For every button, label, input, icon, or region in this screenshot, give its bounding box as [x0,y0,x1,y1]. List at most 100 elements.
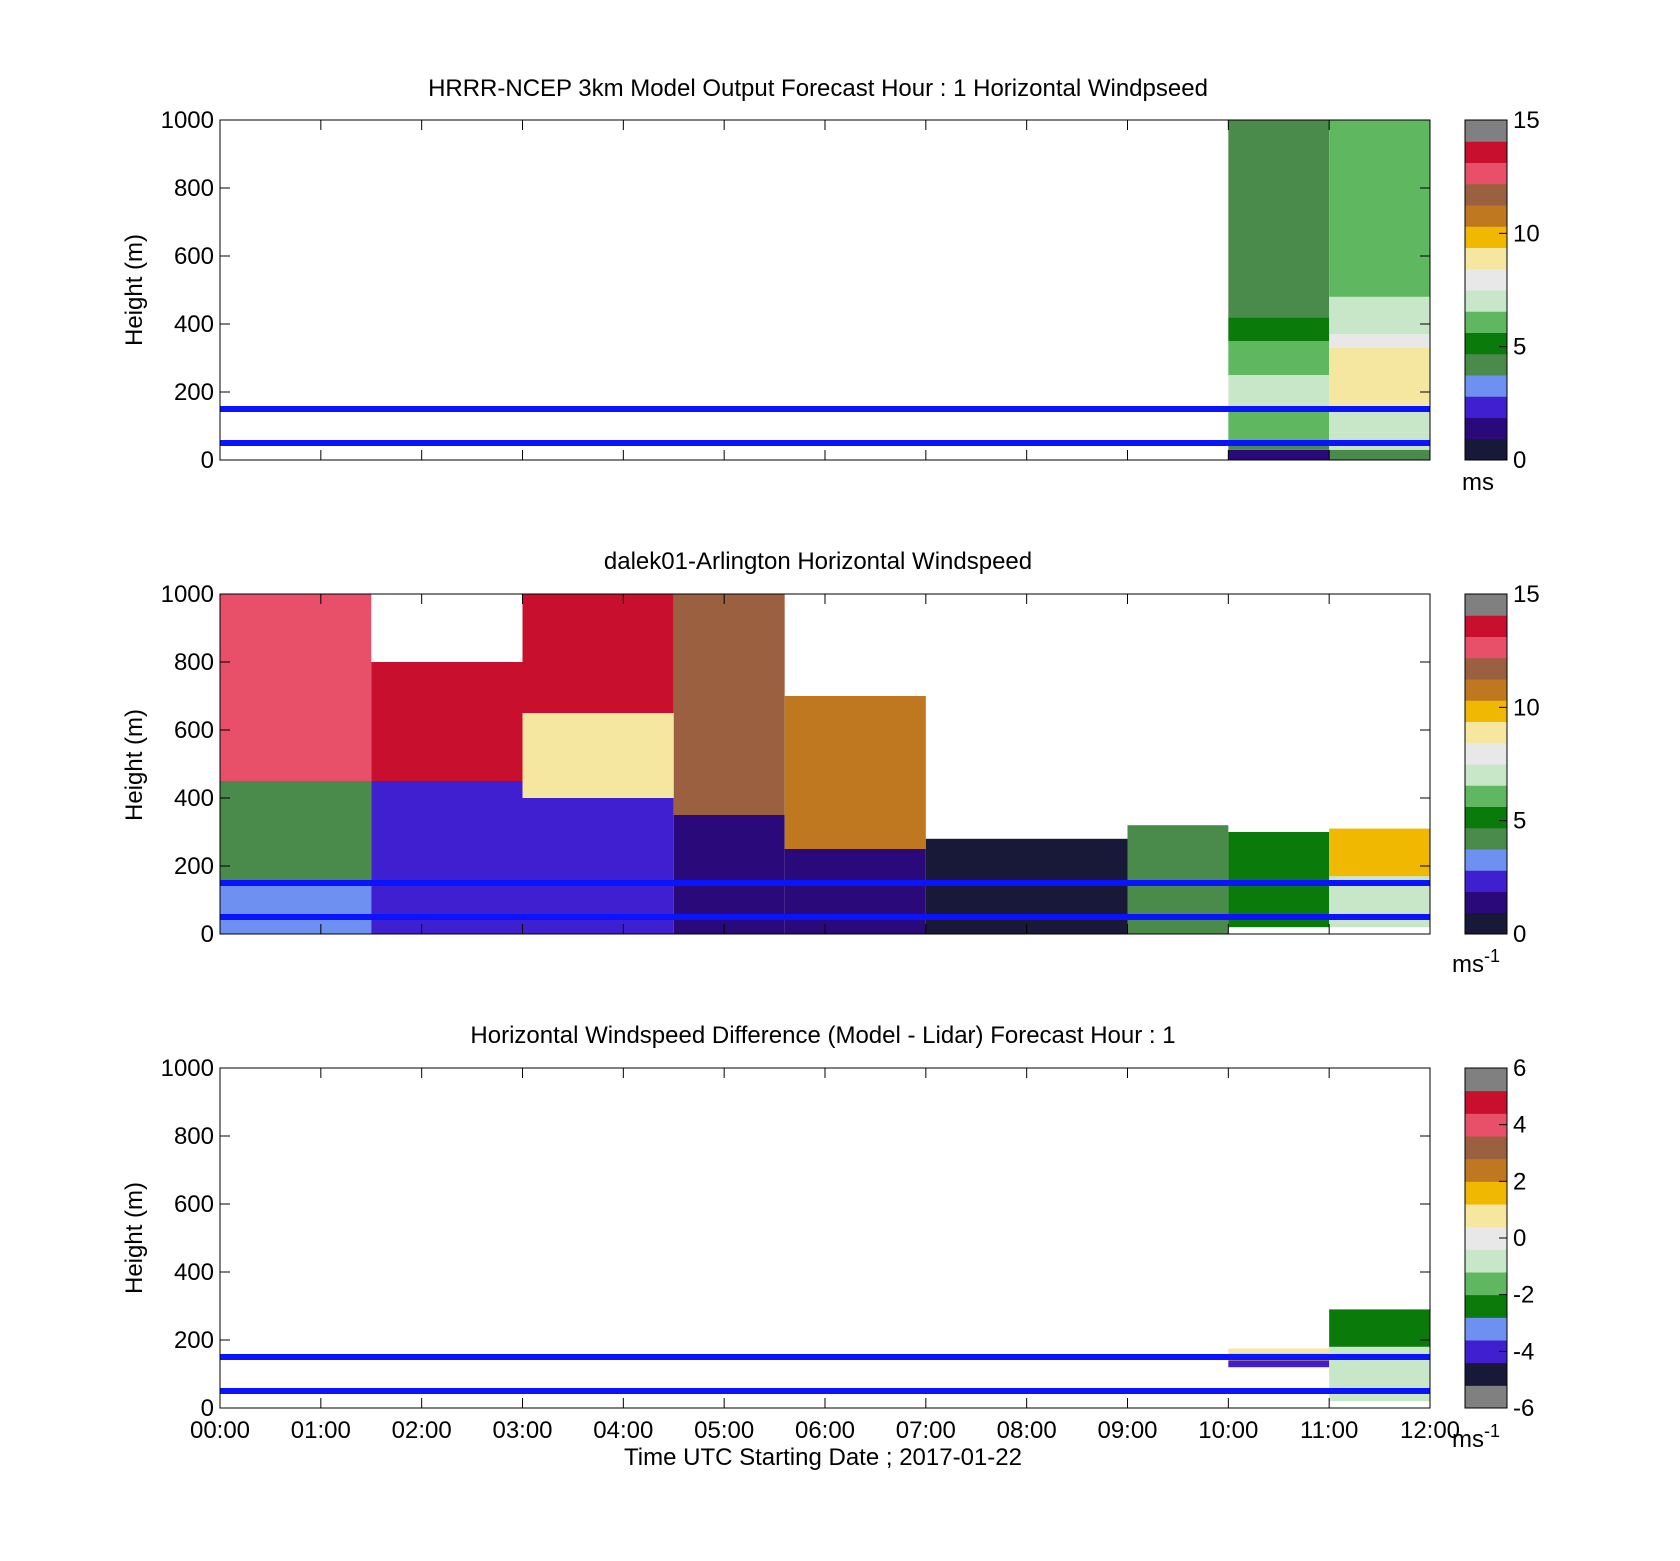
y-tick-label: 800 [174,175,214,202]
colorbar-tick-label: 6 [1513,1055,1526,1082]
heatmap-cell [522,798,674,934]
colorbar-segment [1465,849,1507,871]
colorbar-segment [1465,700,1507,722]
colorbar-tick-label: 10 [1513,220,1540,247]
y-tick-label: 400 [174,1259,214,1286]
colorbar-segment [1465,1385,1507,1409]
colorbar-segment [1465,120,1507,142]
colorbar-segment [1465,332,1507,355]
heatmap-cell [371,662,523,781]
colorbar-frame [1464,119,1508,461]
x-tick-label: 10:00 [1198,1417,1258,1444]
colorbar-unit: ms [1462,469,1494,496]
x-tick-label: 01:00 [291,1417,351,1444]
colorbar-segment [1465,1317,1507,1341]
panel-title: HRRR-NCEP 3km Model Output Forecast Hour… [428,75,1208,102]
colorbar-segment [1465,870,1507,892]
colorbar-segment [1465,1158,1507,1182]
y-tick-label: 400 [174,785,214,812]
y-tick-label: 600 [174,243,214,270]
colorbar-segment [1465,1272,1507,1296]
colorbar-tick-label: 15 [1513,107,1540,134]
heatmap-cell [220,781,372,883]
x-tick-label: 05:00 [694,1417,754,1444]
colorbar-segment [1465,615,1507,637]
colorbar-segment [1465,396,1507,418]
y-tick-label: 0 [201,1395,214,1422]
x-tick-label: 11:00 [1300,1417,1358,1444]
y-tick-label: 600 [174,1191,214,1218]
y-axis-label: Height (m) [121,1182,148,1294]
colorbar-tick-label: 0 [1513,921,1526,948]
colorbar-segment [1465,785,1507,807]
colorbar-tick-label: -2 [1513,1282,1534,1309]
model-windspeed-panel: HRRR-NCEP 3km Model Output Forecast Hour… [121,75,1540,496]
x-tick-label: 04:00 [593,1417,653,1444]
heatmap-cell [1329,347,1430,358]
heatmap-cell [1228,409,1330,443]
colorbar-segment [1465,375,1507,397]
colorbar-tick-label: 4 [1513,1112,1526,1139]
heatmap-cell [1228,449,1330,460]
heatmap-cell [673,594,785,815]
colorbar-tick-label: -6 [1513,1395,1534,1422]
y-tick-label: 200 [174,379,214,406]
heatmap-cell [1228,120,1330,318]
colorbar-segment [1465,764,1507,786]
heatmap-cell [1228,1360,1330,1368]
colorbar-segment [1465,183,1507,206]
y-tick-label: 400 [174,311,214,338]
heatmap-cell [1329,449,1430,460]
colorbar-tick-label: 2 [1513,1168,1526,1195]
colorbar-tick-label: -4 [1513,1338,1534,1365]
colorbar-segment [1465,162,1507,185]
colorbar-segment [1465,594,1507,616]
colorbar-segment [1465,742,1507,765]
heatmap-cell [1228,317,1330,341]
x-tick-label: 08:00 [997,1417,1057,1444]
colorbar-segment [1465,721,1507,744]
colorbar-frame [1464,593,1508,935]
y-tick-label: 0 [201,921,214,948]
colorbar-segment [1465,141,1507,163]
heatmap-cell [784,696,926,849]
colorbar-segment [1465,806,1507,829]
colorbar-segment [1465,247,1507,270]
x-tick-label: 07:00 [896,1417,956,1444]
heatmap-cell [522,713,674,798]
y-tick-label: 800 [174,1123,214,1150]
colorbar-unit: ms-1 [1452,946,1500,978]
heatmap-cell [1329,334,1430,348]
lidar-windspeed-panel: dalek01-Arlington Horizontal Windspeed H… [121,548,1540,978]
x-tick-label: 06:00 [795,1417,855,1444]
y-axis-label: Height (m) [121,234,148,346]
y-tick-label: 200 [174,1327,214,1354]
heatmap-cell [1329,1309,1430,1347]
heatmap-cell [1329,1394,1430,1402]
colorbar-segment [1465,1204,1507,1228]
heatmap-cell [1228,341,1330,375]
colorbar-tick-label: 10 [1513,694,1540,721]
colorbar-segment [1465,657,1507,680]
y-tick-label: 200 [174,853,214,880]
x-axis-label: Time UTC Starting Date ; 2017-01-22 [624,1444,1022,1471]
colorbar-segment [1465,1294,1507,1318]
y-tick-label: 1000 [161,581,214,608]
heatmap-cell [522,594,674,713]
y-axis-label: Height (m) [121,709,148,821]
heatmap-cell [1329,358,1430,409]
colorbar-segment [1465,1362,1507,1386]
difference-panel: Horizontal Windspeed Difference (Model -… [121,1022,1534,1471]
colorbar-tick-label: 5 [1513,334,1526,361]
heatmap-cell [1329,120,1430,297]
colorbar-tick-label: 0 [1513,447,1526,474]
colorbar-tick-label: 15 [1513,581,1540,608]
heatmap-cell [1228,832,1330,928]
colorbar-segment [1465,827,1507,850]
heatmap-cell [371,781,523,934]
colorbar-segment [1465,268,1507,291]
heatmap-cell [1329,1346,1430,1374]
heatmap-cell [220,883,372,934]
y-tick-label: 1000 [161,1055,214,1082]
